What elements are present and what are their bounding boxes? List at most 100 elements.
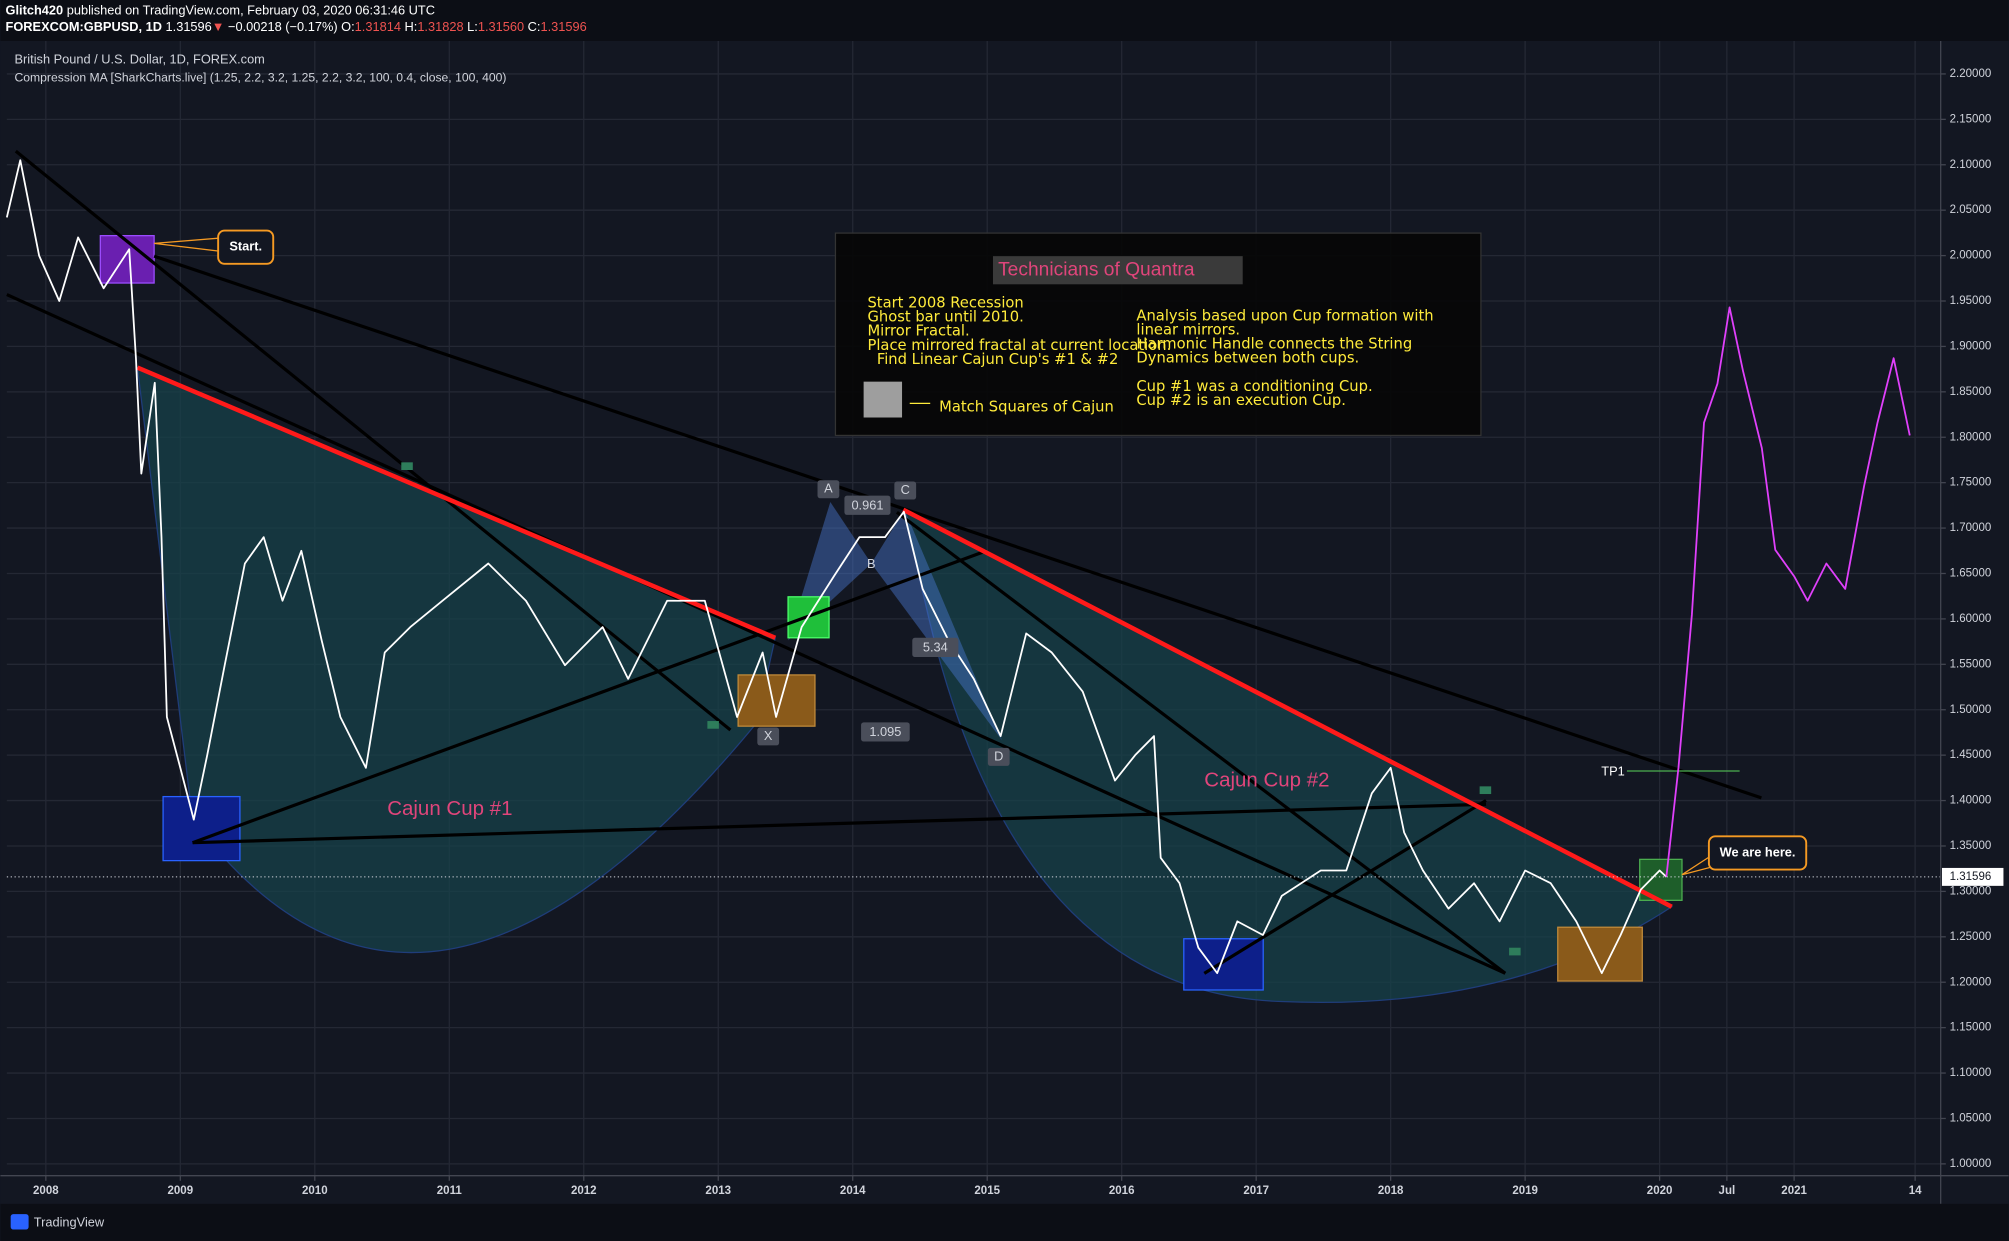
harmonic-fill	[871, 509, 1002, 741]
y-tick-label: 1.55000	[1950, 658, 1992, 670]
x-tick-label: 2012	[571, 1185, 597, 1197]
y-tick-label: 1.90000	[1950, 340, 1992, 352]
info-text: Match Squares of Cajun	[939, 398, 1114, 415]
x-tick-label: Jul	[1719, 1185, 1736, 1197]
ratio-label: 0.961	[851, 497, 883, 512]
info-text: Dynamics between both cups.	[1136, 350, 1359, 367]
x-tick-label: 2013	[705, 1185, 731, 1197]
tag-bg	[912, 637, 959, 657]
tag-bg	[817, 480, 840, 499]
y-tick-label: 1.25000	[1950, 931, 1992, 943]
symbol-line: FOREXCOM:GBPUSD, 1D 1.31596▼ −0.00218 (−…	[6, 20, 587, 35]
trend-line	[192, 802, 1487, 845]
point-label: B	[867, 556, 876, 571]
axes: 1.00000 1.05000 1.10000 1.15000 1.20000 1.250…	[33, 68, 2004, 1197]
trend-line	[1203, 799, 1487, 975]
y-tick-label: 2.15000	[1950, 113, 1992, 125]
y-tick-label: 2.10000	[1950, 159, 1992, 171]
y-tick-label: 2.00000	[1950, 250, 1992, 262]
y-tick-label: 1.95000	[1950, 295, 1992, 307]
trend-line	[153, 254, 1762, 800]
callout-text: Start.	[229, 239, 262, 254]
flag	[1479, 786, 1492, 795]
info-text: Start 2008 Recession	[867, 295, 1023, 312]
info-text: linear mirrors.	[1136, 321, 1240, 338]
callout	[217, 229, 275, 265]
callout-text: We are here.	[1720, 844, 1796, 859]
x-tick-label: 2015	[974, 1185, 1000, 1197]
x-tick-label: 2016	[1109, 1185, 1135, 1197]
trend-line	[14, 149, 732, 732]
info-text: Mirror Fractal.	[867, 323, 969, 340]
info-text: Place mirrored fractal at current locati…	[867, 337, 1171, 354]
ohlc-label: C:	[528, 20, 541, 35]
x-tick-label: 14	[1909, 1185, 1922, 1197]
change: −0.00218 (−0.17%)	[228, 20, 338, 35]
ohlc-value: 1.31596	[540, 20, 586, 35]
info-title-bg	[992, 256, 1243, 285]
y-tick-label: 1.85000	[1950, 386, 1992, 398]
x-tick-label: 2009	[168, 1185, 194, 1197]
square	[99, 235, 155, 284]
published: published on TradingView.com, February 0…	[67, 3, 435, 18]
current-price-label: 1.31596	[1950, 871, 1992, 883]
y-tick-label: 1.00000	[1950, 1158, 1992, 1170]
ohlc-label: O:	[341, 20, 355, 35]
trend-line	[191, 549, 988, 845]
footer-band	[0, 1203, 2009, 1241]
last: 1.31596	[166, 20, 212, 35]
info-text: Cup #2 is an execution Cup.	[1136, 392, 1346, 409]
rim-line	[136, 365, 777, 640]
tag-bg	[844, 495, 891, 515]
chart-subtitle: Compression MA [SharkCharts.live] (1.25,…	[15, 70, 507, 84]
cup-fill	[136, 366, 776, 954]
point-label: D	[994, 748, 1003, 763]
y-tick-label: 1.75000	[1950, 477, 1992, 489]
info-text: Harmonic Handle connects the String	[1136, 336, 1412, 353]
point-label: A	[824, 481, 833, 496]
y-tick-label: 2.05000	[1950, 204, 1992, 216]
cup-label: Cajun Cup #2	[1204, 769, 1329, 792]
y-tick-label: 2.20000	[1950, 68, 1992, 80]
square	[1639, 858, 1683, 901]
x-tick-label: 2010	[302, 1185, 328, 1197]
legend-square	[863, 381, 903, 418]
info-text: Analysis based upon Cup formation with	[1136, 307, 1433, 324]
tag-bg	[861, 722, 910, 742]
x-tick-label: 2017	[1243, 1185, 1269, 1197]
y-tick-label: 1.20000	[1950, 976, 1992, 988]
tag-bg	[894, 481, 917, 500]
square	[1557, 926, 1643, 982]
ratio-label: 1.095	[869, 724, 901, 739]
callout	[1707, 835, 1808, 871]
y-tick-label: 1.40000	[1950, 795, 1992, 807]
x-tick-label: 2008	[33, 1185, 59, 1197]
y-tick-label: 1.60000	[1950, 613, 1992, 625]
series-layer	[5, 159, 1941, 975]
ohlc-value: 1.31828	[417, 20, 463, 35]
y-tick-label: 1.70000	[1950, 522, 1992, 534]
footer-logo	[10, 1214, 29, 1230]
footer-brand: TradingView	[34, 1214, 105, 1229]
flag	[1509, 947, 1521, 956]
flag	[707, 721, 719, 729]
symbol: FOREXCOM:GBPUSD, 1D	[6, 20, 162, 35]
x-tick-label: 2011	[437, 1185, 463, 1197]
info-title: Technicians of Quantra	[998, 259, 1195, 280]
point-label: C	[901, 482, 910, 497]
current-price-bg	[1941, 867, 2004, 886]
y-tick-label: 1.50000	[1950, 704, 1992, 716]
tp-label: TP1	[1601, 764, 1624, 779]
chart-title: British Pound / U.S. Dollar, 1D, FOREX.c…	[15, 52, 265, 67]
info-text: Ghost bar until 2010.	[867, 309, 1023, 326]
header-band	[0, 0, 2009, 41]
trend-line	[895, 511, 1507, 975]
y-tick-label: 1.45000	[1950, 749, 1992, 761]
y-tick-label: 1.05000	[1950, 1113, 1992, 1125]
ohlc-value: 1.31814	[355, 20, 401, 35]
author: Glitch420	[6, 3, 64, 18]
x-tick-label: 2019	[1512, 1185, 1538, 1197]
x-tick-label: 2014	[840, 1185, 866, 1197]
